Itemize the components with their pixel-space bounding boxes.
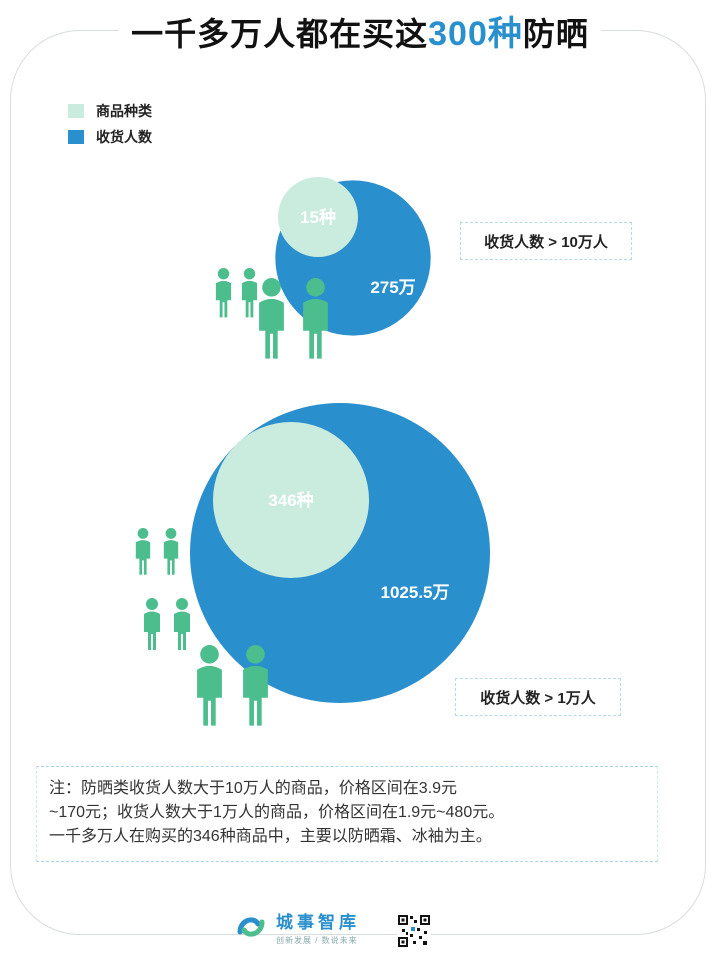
- legend-label-products: 商品种类: [96, 103, 152, 119]
- qr-code-icon: [397, 914, 431, 948]
- products-label-1: 346种: [268, 490, 313, 510]
- brand-mark-icon: [237, 917, 265, 937]
- products-label-0: 15种: [300, 207, 336, 227]
- buyers-label-1: 1025.5万: [381, 583, 450, 602]
- note-line-1: 注：防晒类收货人数大于10万人的商品，价格区间在3.9元: [49, 780, 458, 797]
- brand-name: 城事智库: [276, 913, 360, 932]
- chart-legend: 商品种类 收货人数: [68, 98, 152, 150]
- legend-item-products: 商品种类: [68, 98, 152, 124]
- person-icon: [303, 278, 328, 359]
- footer: 城事智库 创新发展 / 数说未来: [0, 908, 720, 953]
- person-icon: [215, 268, 232, 318]
- person-icon: [243, 645, 268, 726]
- legend-swatch-buyers: [68, 130, 84, 144]
- person-icon: [163, 528, 179, 575]
- buyers-label-0: 275万: [370, 278, 415, 297]
- person-icon: [144, 598, 160, 650]
- person-icon: [174, 598, 190, 650]
- bubble-chart: 15种 275万 346种 1025.5万: [135, 177, 490, 726]
- title-highlight: 300种: [428, 15, 523, 53]
- group-label-10wan: 收货人数 > 10万人: [460, 222, 632, 260]
- note-line-3: 一千多万人在购买的346种商品中，主要以防晒霜、冰袖为主。: [49, 828, 492, 845]
- note-line-2: ~170元；收货人数大于1万人的商品，价格区间在1.9元~480元。: [49, 804, 505, 821]
- legend-item-buyers: 收货人数: [68, 124, 152, 150]
- page-title: 一千多万人都在买这300种防晒: [0, 6, 720, 55]
- person-icon: [135, 528, 151, 575]
- title-suffix: 防晒: [522, 16, 589, 52]
- legend-label-buyers: 收货人数: [96, 129, 152, 145]
- legend-swatch-products: [68, 104, 84, 118]
- footnote: 注：防晒类收货人数大于10万人的商品，价格区间在3.9元 ~170元；收货人数大…: [36, 766, 658, 862]
- products-bubble-0: [278, 177, 358, 257]
- person-icon: [197, 645, 222, 726]
- brand-logo: 城事智库 创新发展 / 数说未来: [232, 908, 360, 946]
- group-label-1wan: 收货人数 > 1万人: [455, 678, 621, 716]
- brand-slogan: 创新发展 / 数说未来: [276, 936, 358, 945]
- person-icon: [241, 268, 258, 318]
- products-bubble-1: [213, 422, 369, 578]
- title-prefix: 一千多万人都在买这: [131, 16, 429, 52]
- person-icon: [259, 278, 284, 359]
